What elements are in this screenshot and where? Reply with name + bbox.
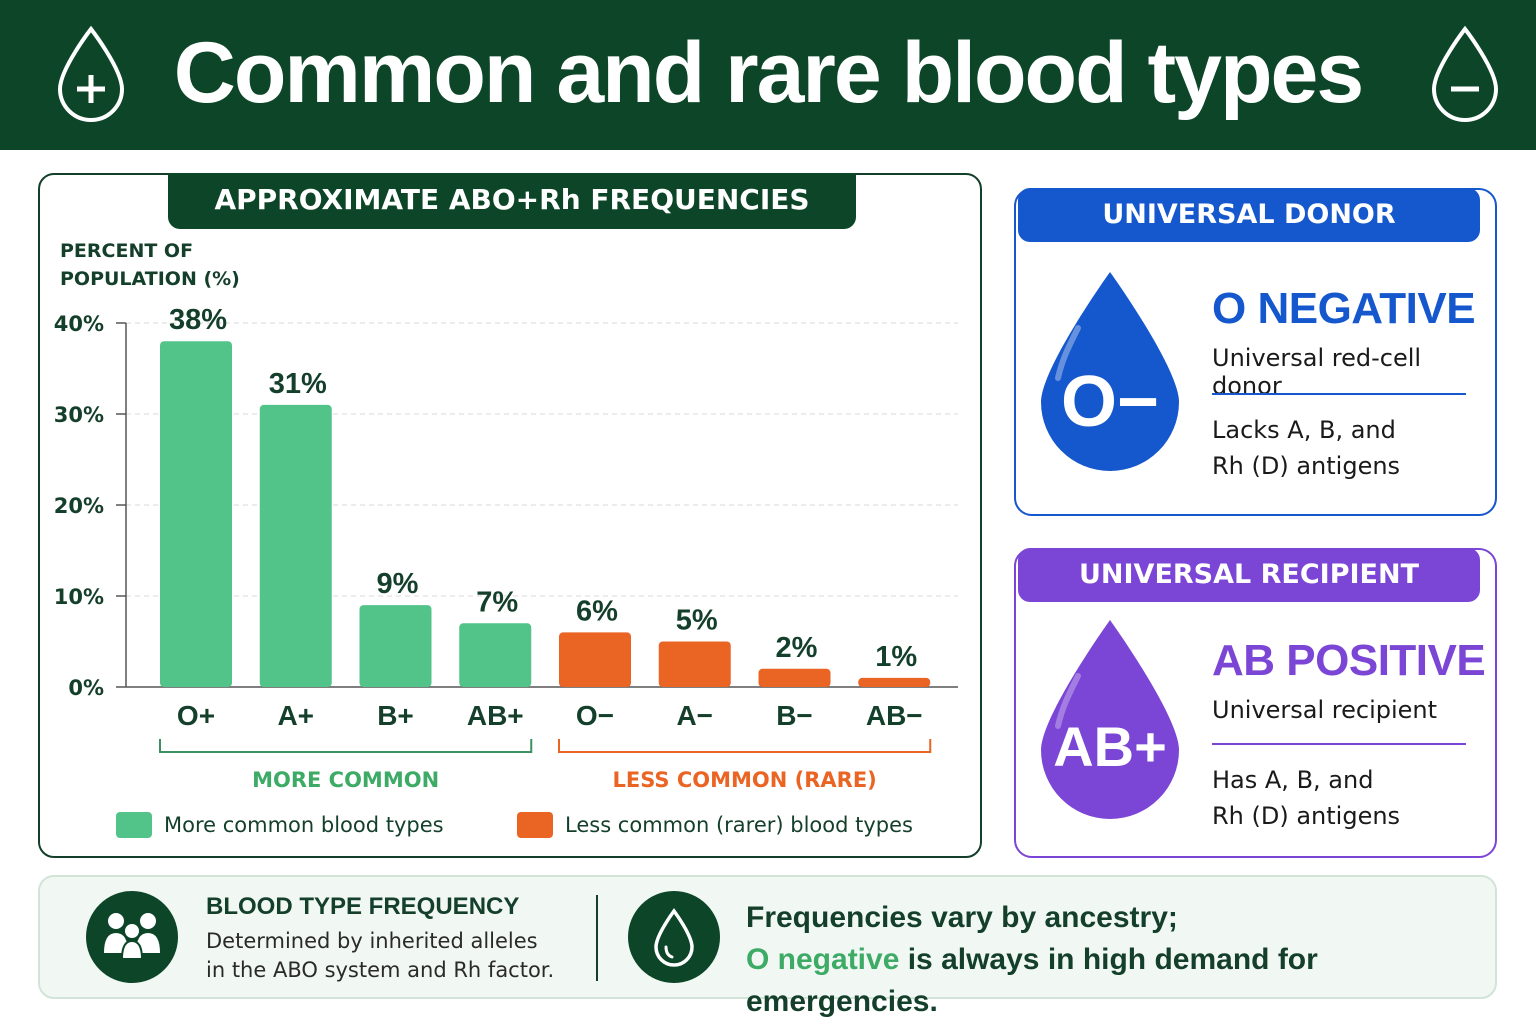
footer-panel: BLOOD TYPE FREQUENCY Determined by inher… xyxy=(38,875,1497,1018)
footer-description: Determined by inherited alleles in the A… xyxy=(206,929,555,982)
header: Common and rare blood types xyxy=(0,0,1536,150)
y-tick-label: 40% xyxy=(54,312,104,336)
footer-message-line2: O negative is always in high demand for … xyxy=(746,939,1495,1023)
donor-subtitle: Universal red-cell donor xyxy=(1212,344,1422,400)
o-negative-drop-icon: O− xyxy=(1041,272,1179,471)
family-icon xyxy=(86,891,178,983)
legend-swatch-rare xyxy=(517,812,553,838)
footer-message-line1: Frequencies vary by ancestry; xyxy=(746,901,1178,934)
bar-chart: 0% 10% 20% 30% 40% 38% O+ 31% A+ 9% B+ 7% AB+ 6% O− 5% A… xyxy=(54,304,958,792)
legend-label-common: More common blood types xyxy=(164,813,444,837)
x-tick-label: A− xyxy=(676,700,713,731)
chart-banner: APPROXIMATE ABO+Rh FREQUENCIES xyxy=(168,173,856,229)
recipient-banner: UNIVERSAL RECIPIENT xyxy=(1018,548,1480,602)
group-bracket-common xyxy=(159,739,533,753)
bar-value-label: 38% xyxy=(169,304,227,336)
recipient-description: Has A, B, and Rh (D) antigens xyxy=(1212,766,1401,830)
blood-drop-icon xyxy=(628,891,720,983)
group-label-rare: LESS COMMON (RARE) xyxy=(612,768,876,792)
legend-label-rare: Less common (rarer) blood types xyxy=(565,813,913,837)
chart-panel: APPROXIMATE ABO+Rh FREQUENCIES PERCENT O… xyxy=(38,173,982,858)
bar-5 xyxy=(658,641,731,687)
drop-plus-icon xyxy=(57,25,125,122)
y-tick-label: 10% xyxy=(54,585,104,609)
bar-6 xyxy=(758,668,831,687)
recipient-type: AB POSITIVE xyxy=(1212,636,1486,685)
bar-value-label: 9% xyxy=(377,568,419,600)
group-label-common: MORE COMMON xyxy=(252,768,439,792)
legend-item-common: More common blood types xyxy=(116,812,444,838)
recipient-drop-label: AB+ xyxy=(1053,715,1167,778)
y-tick-label: 0% xyxy=(68,676,104,700)
drop-minus-icon xyxy=(1431,25,1499,122)
group-bracket-rare xyxy=(558,739,932,753)
x-tick-label: O+ xyxy=(177,700,215,731)
universal-donor-card: UNIVERSAL DONOR O− O NEGATIVE Universal … xyxy=(1014,188,1497,516)
bar-4 xyxy=(559,632,631,687)
donor-description: Lacks A, B, and Rh (D) antigens xyxy=(1212,416,1401,480)
x-tick-label: B− xyxy=(776,700,813,731)
donor-banner: UNIVERSAL DONOR xyxy=(1018,188,1480,242)
donor-drop-label: O− xyxy=(1061,362,1159,442)
footer-divider xyxy=(596,895,598,981)
universal-recipient-card: UNIVERSAL RECIPIENT AB+ AB POSITIVE Univ… xyxy=(1014,548,1497,858)
footer-message-rest: is always in high demand for emergencies… xyxy=(746,943,1318,1018)
recipient-subtitle: Universal recipient xyxy=(1212,696,1438,724)
donor-type: O NEGATIVE xyxy=(1212,284,1476,333)
x-tick-label: A+ xyxy=(277,700,314,731)
bar-value-label: 5% xyxy=(676,605,718,637)
bar-value-label: 2% xyxy=(776,632,818,664)
ab-positive-drop-icon: AB+ xyxy=(1041,620,1179,819)
legend-item-rare: Less common (rarer) blood types xyxy=(517,812,913,838)
bar-0 xyxy=(160,341,232,687)
bar-value-label: 31% xyxy=(269,368,327,400)
donor-divider xyxy=(1212,393,1466,395)
bar-3 xyxy=(459,623,532,687)
x-tick-label: B+ xyxy=(377,700,414,731)
page-title: Common and rare blood types xyxy=(173,25,1364,121)
y-tick-label: 30% xyxy=(54,403,104,427)
recipient-divider xyxy=(1212,743,1466,745)
bar-value-label: 1% xyxy=(875,641,917,673)
footer-message: Frequencies vary by ancestry; O negative… xyxy=(746,897,1495,1023)
footer-message-highlight: O negative xyxy=(746,943,900,976)
footer-title: BLOOD TYPE FREQUENCY xyxy=(206,893,520,920)
bar-value-label: 7% xyxy=(476,586,518,618)
bar-2 xyxy=(359,605,432,687)
x-tick-label: AB+ xyxy=(467,700,524,731)
y-axis-label: PERCENT OF POPULATION (%) xyxy=(60,240,240,290)
x-tick-label: O− xyxy=(576,700,614,731)
bar-value-label: 6% xyxy=(576,595,618,627)
legend-swatch-common xyxy=(116,812,152,838)
y-tick-label: 20% xyxy=(54,494,104,518)
x-tick-label: AB− xyxy=(866,700,923,731)
bar-1 xyxy=(259,404,332,687)
bar-7 xyxy=(858,677,931,687)
